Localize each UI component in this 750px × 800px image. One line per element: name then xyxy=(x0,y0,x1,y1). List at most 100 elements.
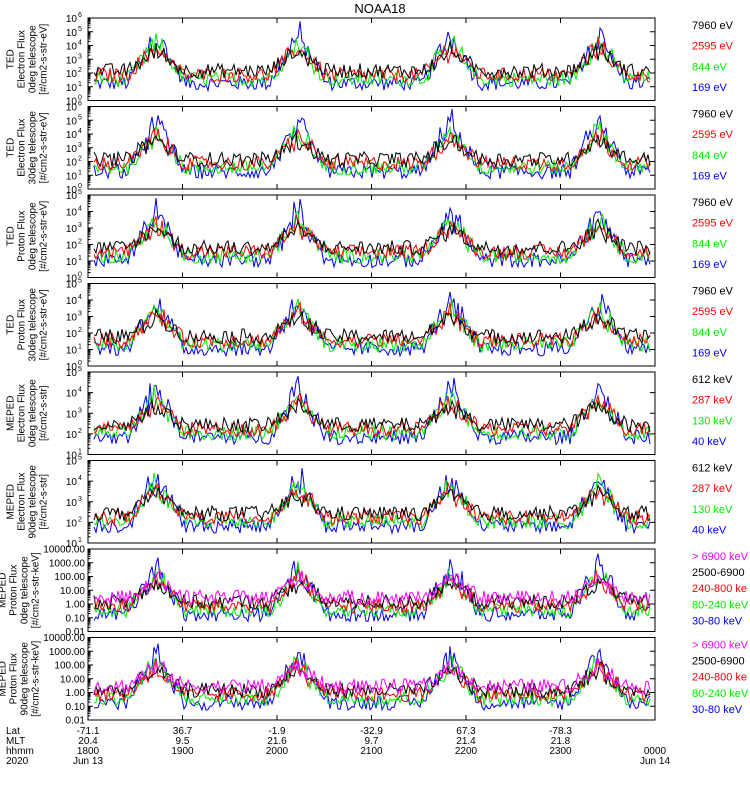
legend-entry: 7960 eV xyxy=(692,286,734,298)
y-tick-exponent: 5 xyxy=(78,455,82,462)
footer-value: 21.6 xyxy=(267,736,287,747)
legend-entry: 169 eV xyxy=(692,348,728,360)
y-tick-label: 1000.00 xyxy=(49,558,86,569)
legend-entry: 287 keV xyxy=(692,395,733,407)
footer-row-label: 2020 xyxy=(6,756,29,767)
y-axis-label-line: 0deg telescope xyxy=(28,202,39,270)
y-axis-label-line: [#/cm2-s-str] xyxy=(39,474,50,530)
y-tick-exponent: 4 xyxy=(78,294,82,301)
series-trace-black xyxy=(93,41,651,80)
y-tick-label: 10 xyxy=(66,368,78,379)
y-tick-label: 10 xyxy=(66,116,78,127)
y-tick-label: 10 xyxy=(66,409,78,420)
series-trace-blue xyxy=(93,376,651,446)
y-axis-label-line: 90deg telescope xyxy=(28,465,39,539)
y-axis-label-line: TED xyxy=(6,49,17,69)
y-tick-label: 10 xyxy=(66,430,78,441)
footer-axis-labels: Lat -71.1 36.7 -1.9 -32.9 67.3 -78.3 MLT 20.4 9.5… xyxy=(6,726,670,767)
y-tick-label: 1.00 xyxy=(66,600,86,611)
footer-value: -71.1 xyxy=(77,726,100,737)
y-tick-label: 0.10 xyxy=(66,702,86,713)
footer-value: -78.3 xyxy=(549,726,572,737)
footer-value: 21.4 xyxy=(456,736,476,747)
y-tick-exponent: 2 xyxy=(78,516,82,523)
y-tick-exponent: 3 xyxy=(78,53,82,60)
series-trace-red xyxy=(93,568,651,614)
series-trace-green xyxy=(93,385,651,442)
legend-entry: 240-800 ke xyxy=(692,672,747,684)
y-axis-label-line: [#/cm2-s-str-keV] xyxy=(31,552,42,628)
y-tick-label: 10 xyxy=(66,103,78,114)
y-tick-label: 10 xyxy=(66,477,78,488)
legend-entry: 2500-6900 xyxy=(692,656,745,668)
footer-row-label: MLT xyxy=(6,736,25,747)
legend-entry: 2595 eV xyxy=(692,218,734,230)
y-tick-label: 100.00 xyxy=(54,661,85,672)
y-tick-label: 10 xyxy=(66,274,78,285)
footer-value: 36.7 xyxy=(173,726,193,737)
legend-entry: 287 keV xyxy=(692,483,733,495)
y-tick-label: 10.00 xyxy=(60,586,85,597)
legend-entry: 169 eV xyxy=(692,82,728,94)
y-tick-exponent: 1 xyxy=(78,81,82,88)
y-tick-exponent: 4 xyxy=(78,387,82,394)
chart-title: NOAA18 xyxy=(354,1,405,16)
y-axis-label-line: MEPED xyxy=(0,661,9,697)
y-tick-exponent: 6 xyxy=(78,12,82,19)
legend-entry: 240-800 ke xyxy=(692,583,747,595)
series-trace-black xyxy=(93,131,651,169)
legend-entry: 844 eV xyxy=(692,238,728,250)
y-tick-label: 10 xyxy=(66,14,78,25)
y-tick-label: 10 xyxy=(66,457,78,468)
footer-value: 2200 xyxy=(455,746,478,757)
y-tick-label: 10 xyxy=(66,171,78,182)
y-axis-label-line: [#/cm2-s-str-keV] xyxy=(31,640,42,716)
y-axis-label-line: Electron Flux xyxy=(17,384,28,442)
legend-entry: 130 keV xyxy=(692,415,733,427)
y-tick-label: 10 xyxy=(66,451,78,462)
y-axis-label-line: Proton Flux xyxy=(17,211,28,262)
y-axis-label-line: 30deg telescope xyxy=(28,111,39,185)
y-tick-label: 10 xyxy=(66,329,78,340)
y-tick-exponent: 2 xyxy=(78,327,82,334)
series-trace-blue xyxy=(93,467,651,536)
y-axis-label-line: Proton Flux xyxy=(17,299,28,350)
y-tick-label: 10.00 xyxy=(60,674,85,685)
footer-value: 0000 xyxy=(644,746,667,757)
footer-value: 67.3 xyxy=(456,726,476,737)
y-axis-label-line: [#/cm2-s-str-eV] xyxy=(39,289,50,360)
y-tick-label: 10 xyxy=(66,389,78,400)
legend-entry: 30-80 keV xyxy=(692,704,743,716)
y-tick-exponent: 4 xyxy=(78,475,82,482)
y-tick-exponent: 0 xyxy=(78,272,82,279)
y-tick-exponent: 5 xyxy=(78,278,82,285)
series-trace-black xyxy=(93,218,651,257)
y-tick-label: 1.00 xyxy=(66,688,86,699)
footer-value: 20.4 xyxy=(78,736,98,747)
series-trace-black xyxy=(93,483,651,522)
series-trace-red xyxy=(93,481,651,527)
footer-value: 1800 xyxy=(77,746,100,757)
legend-entry: 844 eV xyxy=(692,61,728,73)
y-axis-label-line: TED xyxy=(6,315,17,335)
y-tick-exponent: 3 xyxy=(78,222,82,229)
series-trace-black xyxy=(93,573,651,611)
footer-value: Jun 14 xyxy=(640,756,670,767)
footer-value: Jun 13 xyxy=(73,756,103,767)
y-tick-label: 10 xyxy=(66,241,78,252)
y-tick-exponent: 4 xyxy=(78,40,82,47)
y-tick-exponent: 5 xyxy=(78,114,82,121)
y-tick-label: 10 xyxy=(66,185,78,196)
series-trace-black xyxy=(93,307,651,346)
y-tick-label: 10 xyxy=(66,55,78,66)
y-axis-label-line: [#/cm2-s-str-eV] xyxy=(39,112,50,183)
footer-value: 21.8 xyxy=(551,736,571,747)
y-tick-exponent: 6 xyxy=(78,101,82,108)
panel-frame xyxy=(87,17,656,101)
footer-value: 2100 xyxy=(360,746,383,757)
